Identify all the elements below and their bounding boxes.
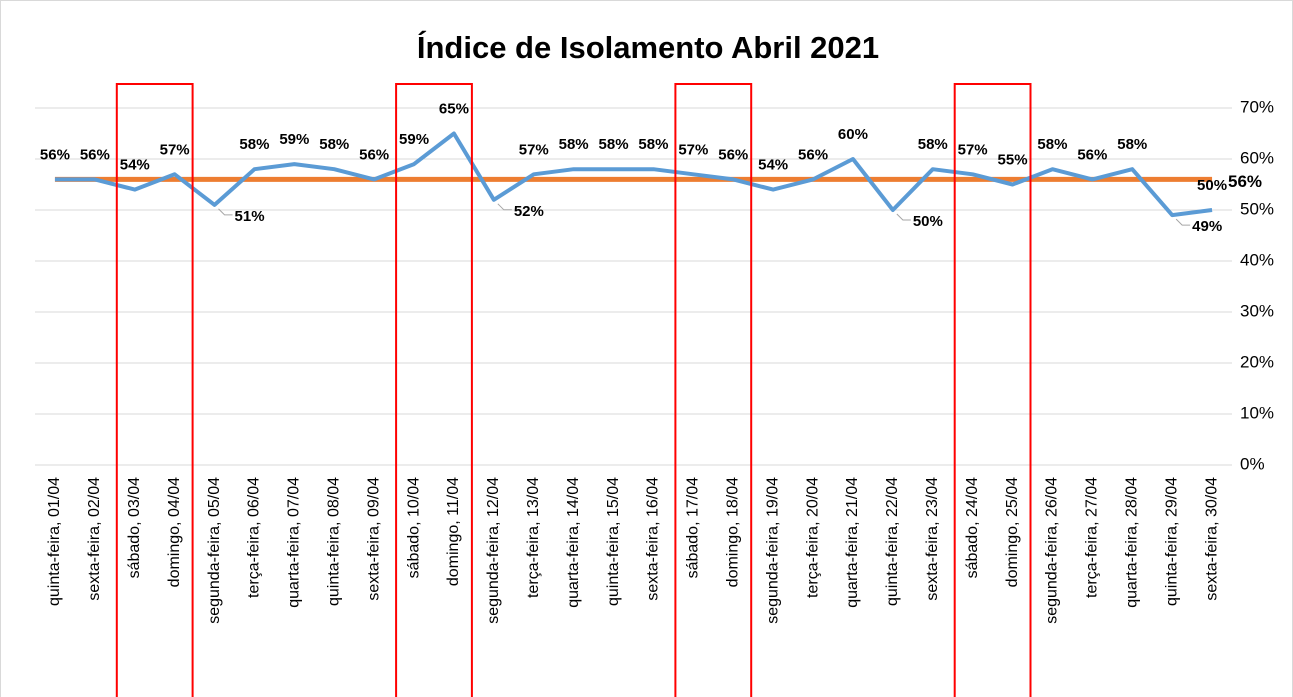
y-tick-label: 20%	[1240, 352, 1274, 371]
x-tick-label: segunda-feira, 26/04	[1044, 477, 1061, 624]
data-label: 58%	[239, 136, 269, 153]
data-label: 52%	[514, 203, 544, 220]
leader-line	[896, 213, 911, 221]
y-tick-label: 60%	[1240, 148, 1274, 167]
x-tick-label: quinta-feira, 29/04	[1163, 477, 1180, 606]
data-line	[54, 131, 1213, 218]
x-tick-label: sexta-feira, 16/04	[645, 477, 662, 601]
data-label: 54%	[120, 157, 150, 174]
reference-label: 56%	[1228, 172, 1262, 191]
x-tick-label: sábado, 10/04	[405, 477, 422, 579]
x-tick-label: domingo, 04/04	[166, 477, 183, 587]
chart-title: Índice de Isolamento Abril 2021	[417, 30, 879, 65]
highlight-box	[115, 83, 194, 697]
x-tick-label: sexta-feira, 30/04	[1203, 477, 1220, 601]
x-tick-label: quarta-feira, 21/04	[844, 477, 861, 608]
x-tick-label: segunda-feira, 19/04	[764, 477, 781, 624]
y-tick-label: 50%	[1240, 199, 1274, 218]
x-tick-label: terça-feira, 06/04	[246, 477, 263, 598]
x-tick-label: terça-feira, 27/04	[1084, 477, 1101, 598]
data-label: 59%	[399, 131, 429, 148]
x-tick-label: terça-feira, 13/04	[525, 477, 542, 598]
x-tick-label: sexta-feira, 09/04	[365, 477, 382, 601]
data-label: 57%	[160, 141, 190, 158]
data-label: 58%	[638, 136, 668, 153]
x-tick-label: quinta-feira, 08/04	[325, 477, 342, 606]
x-tick-label: sexta-feira, 02/04	[86, 477, 103, 601]
y-tick-label: 40%	[1240, 250, 1274, 269]
data-label: 58%	[918, 136, 948, 153]
x-tick-label: quinta-feira, 15/04	[605, 477, 622, 606]
leader-line	[497, 203, 512, 211]
data-label: 60%	[838, 126, 868, 143]
data-label: 58%	[559, 136, 589, 153]
data-label: 50%	[1197, 177, 1227, 194]
y-tick-label: 30%	[1240, 301, 1274, 320]
data-label: 51%	[235, 208, 265, 225]
data-label: 57%	[958, 141, 988, 158]
x-tick-label: domingo, 25/04	[1004, 477, 1021, 587]
x-tick-label: quarta-feira, 28/04	[1123, 477, 1140, 608]
y-tick-label: 0%	[1240, 454, 1265, 473]
data-label: 57%	[519, 141, 549, 158]
data-label: 54%	[758, 157, 788, 174]
leader-line	[1175, 218, 1191, 226]
highlight-box	[674, 83, 753, 697]
data-label: 50%	[913, 213, 943, 230]
x-tick-label: sábado, 03/04	[126, 477, 143, 579]
data-label: 58%	[319, 136, 349, 153]
leader-line	[218, 208, 233, 216]
data-label: 58%	[1117, 136, 1147, 153]
y-tick-label: 70%	[1240, 97, 1274, 116]
data-label: 56%	[359, 146, 389, 163]
data-label: 55%	[998, 151, 1028, 168]
x-tick-label: terça-feira, 20/04	[804, 477, 821, 598]
x-tick-label: sexta-feira, 23/04	[924, 477, 941, 601]
x-tick-label: quarta-feira, 14/04	[565, 477, 582, 608]
x-tick-label: segunda-feira, 05/04	[206, 477, 223, 624]
y-tick-label: 10%	[1240, 403, 1274, 422]
data-label: 56%	[40, 146, 70, 163]
x-tick-label: segunda-feira, 12/04	[485, 477, 502, 624]
data-label: 65%	[439, 100, 469, 117]
data-label: 57%	[678, 141, 708, 158]
data-label: 49%	[1192, 218, 1222, 235]
x-tick-label: domingo, 11/04	[445, 477, 462, 586]
highlight-box	[395, 83, 473, 697]
data-label: 58%	[599, 136, 629, 153]
x-tick-label: domingo, 18/04	[724, 477, 741, 587]
x-tick-label: quinta-feira, 22/04	[884, 477, 901, 606]
data-label: 58%	[1037, 136, 1067, 153]
data-label: 56%	[718, 146, 748, 163]
x-tick-label: quinta-feira, 01/04	[46, 477, 63, 606]
highlight-box	[953, 83, 1032, 697]
data-label: 56%	[1077, 146, 1107, 163]
x-tick-label: sábado, 24/04	[964, 477, 981, 579]
data-label: 59%	[279, 131, 309, 148]
data-label: 56%	[798, 146, 828, 163]
data-label: 56%	[80, 146, 110, 163]
x-tick-label: sábado, 17/04	[685, 477, 702, 579]
x-tick-label: quarta-feira, 07/04	[286, 477, 303, 608]
